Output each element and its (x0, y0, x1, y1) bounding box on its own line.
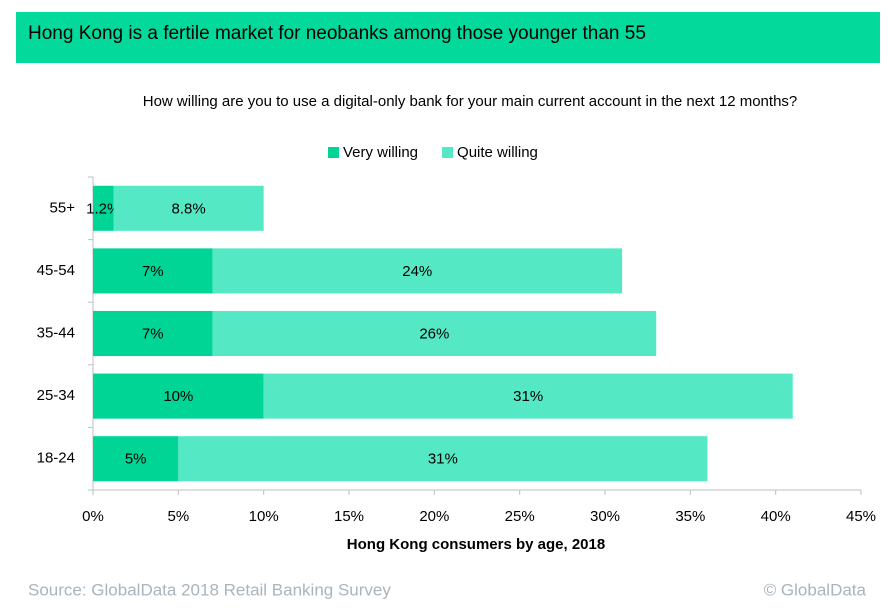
bar-segment (113, 185, 264, 231)
chart-title: Hong Kong is a fertile market for neoban… (28, 23, 646, 44)
value-label: 26% (419, 325, 449, 342)
x-tick-label: 20% (419, 508, 449, 525)
x-tick-label: 40% (761, 508, 791, 525)
bar-segment (212, 248, 623, 294)
value-label: 5% (125, 451, 147, 468)
y-tick-label: 25-34 (37, 387, 75, 404)
y-tick-label: 18-24 (37, 450, 75, 467)
value-label: 7% (142, 325, 164, 342)
bar-segment (93, 373, 264, 419)
bar-segment (212, 310, 657, 357)
bar-segment (178, 436, 708, 482)
y-tick-label: 55+ (50, 199, 76, 216)
value-label: 10% (163, 388, 193, 405)
value-label: 7% (142, 263, 164, 280)
bar-segment (93, 436, 179, 482)
title-banner (16, 12, 880, 63)
x-tick-label: 35% (675, 508, 705, 525)
chart-subtitle: How willing are you to use a digital-onl… (143, 93, 798, 110)
value-label: 8.8% (171, 200, 205, 217)
source-note: Source: GlobalData 2018 Retail Banking S… (28, 580, 391, 599)
value-label: 1.2% (86, 200, 120, 217)
bar-segment (93, 310, 213, 357)
x-tick-label: 0% (82, 508, 104, 525)
bar-segment (93, 248, 213, 294)
y-tick-label: 45-54 (37, 262, 75, 279)
x-tick-label: 5% (167, 508, 189, 525)
x-axis-title: Hong Kong consumers by age, 2018 (347, 536, 605, 553)
bar-segment (263, 373, 793, 419)
legend-label: Quite willing (457, 144, 538, 161)
bar-segment (93, 185, 114, 231)
x-tick-label: 25% (505, 508, 535, 525)
y-tick-label: 35-44 (37, 324, 75, 341)
legend-label: Very willing (343, 144, 418, 161)
value-label: 31% (428, 451, 458, 468)
x-tick-label: 30% (590, 508, 620, 525)
legend-swatch (328, 147, 339, 158)
credit: © GlobalData (764, 580, 867, 599)
x-tick-label: 15% (334, 508, 364, 525)
value-label: 31% (513, 388, 543, 405)
x-tick-label: 45% (846, 508, 876, 525)
value-label: 24% (402, 263, 432, 280)
x-tick-label: 10% (249, 508, 279, 525)
legend-swatch (442, 147, 454, 158)
